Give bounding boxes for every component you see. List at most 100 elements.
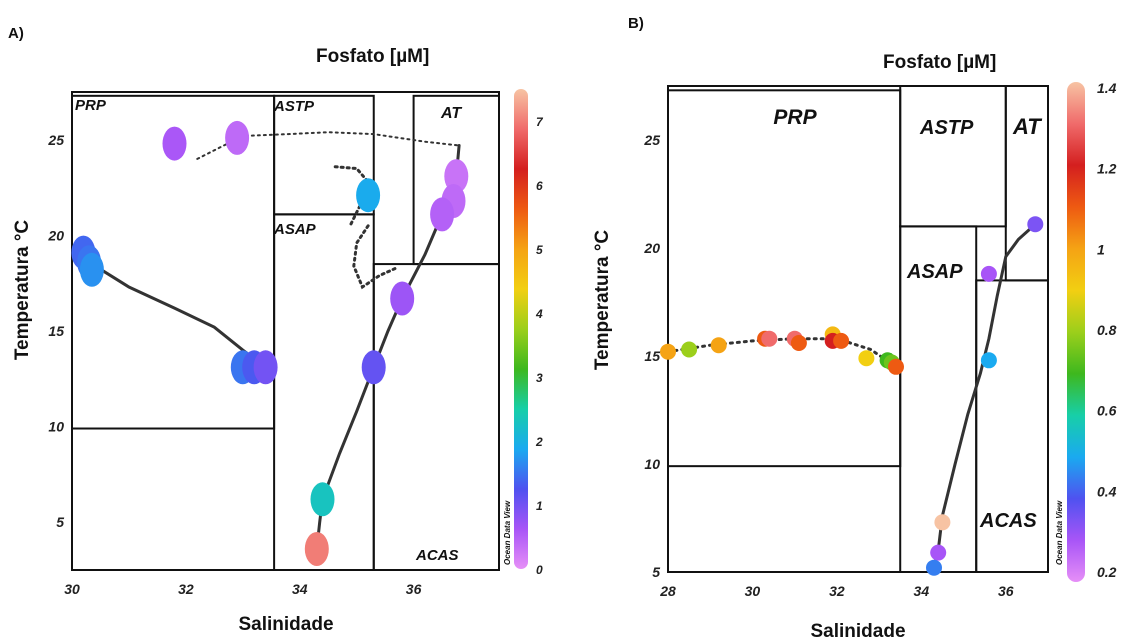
region-label-at: AT xyxy=(440,105,462,122)
data-point xyxy=(304,532,329,566)
panel-b-y-ticks: 5 10 15 20 25 xyxy=(643,132,660,580)
data-point xyxy=(390,281,415,316)
data-point xyxy=(1027,216,1044,233)
x-tick-label: 32 xyxy=(829,583,845,599)
data-point xyxy=(79,252,104,287)
panel-a-letter: A) xyxy=(8,25,24,42)
data-point xyxy=(361,350,386,385)
panel-b-colorbar-ticks: 0.2 0.4 0.6 0.8 1 1.2 1.4 xyxy=(1097,80,1117,580)
panel-b-colorbar: 0.2 0.4 0.6 0.8 1 1.2 1.4 Ocean Data View xyxy=(1055,80,1117,582)
region-box-asap xyxy=(273,213,375,571)
data-point xyxy=(790,335,807,351)
panel-b-x-ticks: 28 30 32 34 36 xyxy=(659,583,1014,599)
ts-curve-segment xyxy=(352,224,398,290)
colorbar-tick-label: 4 xyxy=(535,307,543,321)
data-point xyxy=(761,330,778,347)
colorbar-tick-label: 5 xyxy=(536,243,543,257)
panel-b: B) Fosfato [µM] Salinidade Temperatura °… xyxy=(592,15,1117,641)
region-box-acas xyxy=(372,263,501,571)
data-point xyxy=(681,341,698,358)
data-point xyxy=(934,514,951,531)
panel-a-title: Fosfato [µM] xyxy=(316,46,429,67)
colorbar-tick-label: 1 xyxy=(536,499,543,513)
x-tick-label: 36 xyxy=(998,583,1014,599)
y-tick-label: 25 xyxy=(643,132,660,148)
region-label-asap: ASAP xyxy=(273,221,317,238)
y-tick-label: 10 xyxy=(48,419,64,435)
colorbar-tick-label: 3 xyxy=(536,371,543,385)
x-tick-label: 36 xyxy=(406,581,422,597)
x-tick-label: 30 xyxy=(745,583,761,599)
data-point xyxy=(444,159,469,194)
x-tick-label: 32 xyxy=(178,581,194,597)
data-point xyxy=(980,352,997,369)
panel-a-points xyxy=(71,120,469,566)
data-point xyxy=(253,350,278,385)
colorbar-tick-label: 0 xyxy=(536,563,543,577)
data-point xyxy=(930,544,947,561)
colorbar-tick-label: 6 xyxy=(536,179,543,193)
region-label-astp: ASTP xyxy=(273,98,315,115)
region-label-acas: ACAS xyxy=(415,547,459,564)
colorbar-tick-label: 7 xyxy=(536,115,544,129)
panel-a-colorbar: 0 1 2 3 4 5 6 7 Ocean Data View xyxy=(503,89,544,577)
region-box-prp xyxy=(667,89,902,468)
data-point xyxy=(833,332,850,349)
x-tick-label: 34 xyxy=(292,581,308,597)
panel-a-colorbar-bar xyxy=(514,89,528,569)
data-point xyxy=(356,178,381,213)
data-point xyxy=(430,197,455,232)
panel-b-letter: B) xyxy=(628,15,644,32)
region-label-astp: ASTP xyxy=(919,117,974,139)
colorbar-tick-label: 0.4 xyxy=(1097,483,1117,499)
y-tick-label: 15 xyxy=(644,348,660,364)
colorbar-tick-label: 1.4 xyxy=(1097,80,1117,96)
data-point xyxy=(225,120,250,155)
colorbar-tick-label: 2 xyxy=(535,435,543,449)
y-tick-label: 20 xyxy=(47,227,64,243)
panel-a-colorbar-ticks: 0 1 2 3 4 5 6 7 xyxy=(535,115,544,577)
panel-a: A) Fosfato [µM] Salinidade Temperatura °… xyxy=(8,25,544,635)
region-label-acas: ACAS xyxy=(979,510,1037,532)
panel-a-x-ticks: 30 32 34 36 xyxy=(64,581,421,597)
panel-b-regions: PRP ASTP ASAP AT ACAS xyxy=(667,85,1050,573)
y-tick-label: 25 xyxy=(47,132,64,148)
colorbar-tick-label: 0.8 xyxy=(1097,322,1117,338)
panel-a-odv-label: Ocean Data View xyxy=(503,500,512,565)
data-point xyxy=(980,265,997,282)
data-point xyxy=(710,337,727,354)
y-tick-label: 20 xyxy=(643,240,660,256)
panel-b-odv-label: Ocean Data View xyxy=(1055,500,1064,565)
panel-a-regions: PRP ASTP ASAP AT ACAS xyxy=(71,91,501,571)
panel-b-colorbar-bar xyxy=(1067,82,1085,582)
region-label-prp: PRP xyxy=(773,106,817,129)
colorbar-tick-label: 1 xyxy=(1097,241,1105,257)
panel-b-xlabel: Salinidade xyxy=(810,621,905,641)
data-point xyxy=(888,358,904,375)
region-box-astp xyxy=(899,85,1007,228)
panel-b-points xyxy=(660,216,1044,576)
data-point xyxy=(162,126,187,161)
y-tick-label: 15 xyxy=(48,323,64,339)
panel-b-ylabel: Temperatura °C xyxy=(592,230,613,371)
panel-b-title: Fosfato [µM] xyxy=(883,52,996,73)
y-tick-label: 5 xyxy=(652,564,660,580)
x-tick-label: 28 xyxy=(659,583,676,599)
ts-curve-segment xyxy=(196,131,461,160)
plot-frame xyxy=(71,91,500,571)
x-tick-label: 34 xyxy=(914,583,930,599)
region-label-asap: ASAP xyxy=(906,261,963,283)
colorbar-tick-label: 0.6 xyxy=(1097,403,1117,419)
region-label-prp: PRP xyxy=(75,97,107,114)
colorbar-tick-label: 0.2 xyxy=(1097,564,1117,580)
data-point xyxy=(926,559,942,576)
panel-a-ylabel: Temperatura °C xyxy=(12,220,33,361)
panel-a-xlabel: Salinidade xyxy=(238,614,333,635)
colorbar-tick-label: 1.2 xyxy=(1097,161,1117,177)
x-tick-label: 30 xyxy=(64,581,80,597)
region-box-acas xyxy=(975,279,1050,573)
data-point xyxy=(660,343,676,360)
y-tick-label: 10 xyxy=(644,456,660,472)
ts-curve-segment xyxy=(332,165,370,226)
